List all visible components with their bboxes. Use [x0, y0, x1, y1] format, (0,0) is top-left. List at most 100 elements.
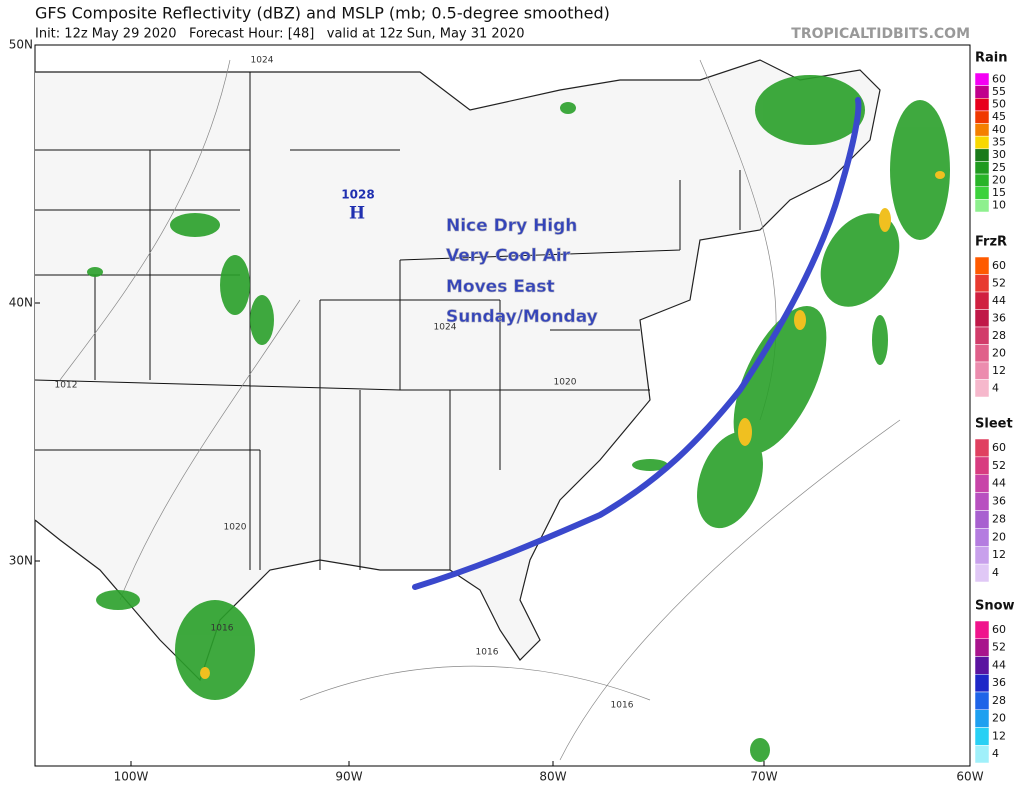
legend-swatch	[974, 173, 990, 187]
high-pressure-symbol: H	[349, 204, 365, 224]
legend-title: Rain	[975, 51, 1008, 66]
legend-level: 60	[992, 259, 1006, 272]
annotation: Moves East	[446, 277, 555, 297]
legend-level: 44	[992, 477, 1006, 490]
site-name: TROPICALTIDBITS.COM	[791, 26, 970, 42]
pressure-label: 1012	[55, 381, 78, 391]
legend-swatch	[974, 528, 990, 547]
legend-title: FrzR	[975, 235, 1007, 250]
legend-level: 4	[992, 566, 999, 579]
legend-level: 4	[992, 381, 999, 394]
pressure-label: 1024	[434, 323, 457, 333]
lon-label: 70W	[750, 770, 777, 784]
annotation: Nice Dry High	[446, 216, 577, 236]
legend-level: 20	[992, 530, 1006, 543]
lon-label: 90W	[335, 770, 362, 784]
legend-level: 15	[992, 186, 1006, 199]
legend-swatch	[974, 656, 990, 675]
pressure-label: 1020	[224, 523, 247, 533]
legend-swatch	[974, 563, 990, 583]
legend-swatch	[974, 110, 990, 124]
legend-level: 55	[992, 85, 1006, 98]
legend-level: 60	[992, 623, 1006, 636]
legend-title: Snow	[975, 599, 1015, 614]
pressure-label: 1024	[251, 56, 274, 66]
legend-level: 40	[992, 123, 1006, 136]
map-area	[34, 44, 971, 767]
legend-level: 50	[992, 98, 1006, 111]
legend-swatch	[974, 72, 990, 86]
legend-swatch	[974, 161, 990, 175]
legend-level: 60	[992, 72, 1006, 85]
subtitle: Init: 12z May 29 2020 Forecast Hour: [48…	[35, 27, 525, 42]
state-lines	[34, 72, 741, 570]
legend-level: 10	[992, 199, 1006, 212]
lat-label: 30N	[9, 554, 33, 568]
legend-level: 20	[992, 712, 1006, 725]
high-pressure-value: 1028	[341, 188, 374, 202]
legend-level: 28	[992, 694, 1006, 707]
legend-swatch	[974, 326, 990, 345]
legend-swatch	[974, 456, 990, 475]
legend-swatch	[974, 620, 990, 639]
legend-swatch	[974, 85, 990, 99]
legend-swatch	[974, 474, 990, 493]
legend-swatch	[974, 361, 990, 380]
legend-swatch	[974, 691, 990, 710]
lon-label: 60W	[956, 770, 983, 784]
legend-swatch	[974, 274, 990, 293]
legend-level: 44	[992, 658, 1006, 671]
legend-level: 20	[992, 173, 1006, 186]
lon-label: 80W	[539, 770, 566, 784]
annotation: Very Cool Air	[446, 246, 571, 266]
pressure-label: 1016	[211, 624, 234, 634]
lon-label: 100W	[114, 770, 149, 784]
legend-swatch	[974, 745, 990, 764]
legend-swatch	[974, 727, 990, 746]
legend-swatch	[974, 438, 990, 458]
legend-level: 36	[992, 676, 1006, 689]
legend-swatch	[974, 309, 990, 328]
legend-swatch	[974, 256, 990, 275]
legend-level: 52	[992, 641, 1006, 654]
legend-swatch	[974, 148, 990, 162]
front-path	[412, 97, 862, 590]
legend-level: 52	[992, 459, 1006, 472]
legend-level: 36	[992, 495, 1006, 508]
legend-swatch	[974, 291, 990, 310]
legend-swatch	[974, 344, 990, 363]
precip-cores	[200, 171, 945, 679]
pressure-label: 1020	[554, 378, 577, 388]
legend-swatch	[974, 135, 990, 150]
legend-level: 28	[992, 512, 1006, 525]
legend-swatch	[974, 186, 990, 200]
legend-level: 45	[992, 110, 1006, 123]
legend-swatch	[974, 379, 990, 398]
legend-level: 25	[992, 161, 1006, 174]
legend-level: 52	[992, 276, 1006, 289]
legend-swatch	[974, 510, 990, 529]
legend-level: 36	[992, 311, 1006, 324]
legend-level: 28	[992, 329, 1006, 342]
precip-areas	[87, 75, 950, 762]
legend-swatch	[974, 638, 990, 657]
legend-level: 12	[992, 364, 1006, 377]
legend-level: 35	[992, 136, 1006, 149]
legend-level: 44	[992, 294, 1006, 307]
legend-swatch	[974, 492, 990, 511]
legend-level: 12	[992, 729, 1006, 742]
lat-label: 50N	[9, 38, 33, 52]
legend-swatch	[974, 674, 990, 693]
legend-level: 12	[992, 548, 1006, 561]
legend-swatch	[974, 123, 990, 137]
lat-label: 40N	[9, 296, 33, 310]
legend-level: 60	[992, 441, 1006, 454]
isobars	[59, 59, 901, 761]
legend-level: 20	[992, 346, 1006, 359]
legend-title: Sleet	[975, 417, 1013, 432]
legend-swatch	[974, 546, 990, 565]
legend-level: 30	[992, 148, 1006, 161]
annotation: Sunday/Monday	[446, 307, 598, 327]
